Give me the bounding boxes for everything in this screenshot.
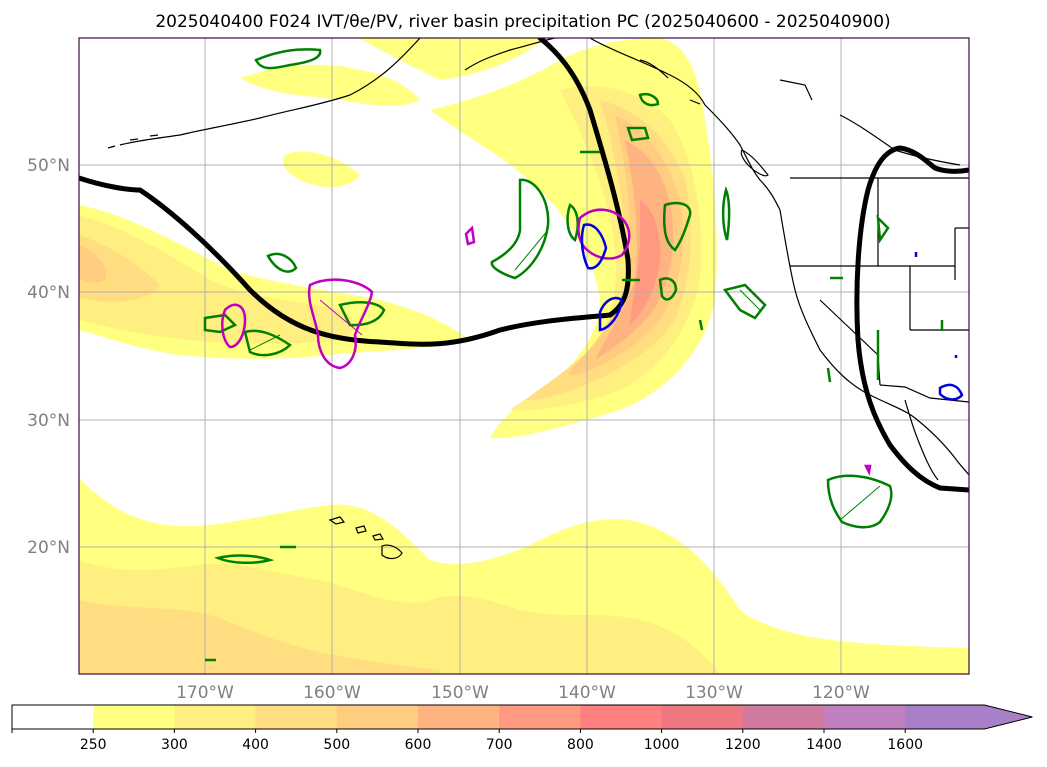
colorbar-segment [661,705,744,729]
colorbar-segment [255,705,338,729]
colorbar: 250 300 400 500 600 700 800 1000 1200 1400 1600 [11,704,1033,753]
colorbar-tick-label: 250 [80,737,107,753]
colorbar-tick-label: 1400 [806,737,842,753]
colorbar-tick-label: 600 [405,737,432,753]
colorbar-segment [174,705,257,729]
lat-label-20n: 20°N [27,538,70,558]
lon-label-120w: 120°W [812,683,870,703]
colorbar-tick-label: 700 [486,737,513,753]
lat-label-50n: 50°N [27,156,70,176]
colorbar-tick-label: 1200 [725,737,761,753]
map-title: 2025040400 F024 IVT/θe/PV, river basin p… [155,12,890,32]
lat-label-40n: 40°N [27,283,70,303]
colorbar-segment [499,705,581,729]
colorbar-segment [336,705,419,729]
colorbar-tick-label: 300 [161,737,188,753]
lon-label-140w: 140°W [558,683,616,703]
colorbar-segment [418,705,500,729]
lon-label-130w: 130°W [685,683,743,703]
pv-contours-magenta [221,208,872,476]
colorbar-tick-label: 400 [242,737,269,753]
colorbar-segment [12,705,94,729]
theta-e-contour [79,38,969,493]
map-frame [78,37,970,675]
pv-contours-green [203,48,944,662]
coastlines [107,38,969,560]
graticule [79,38,969,674]
map-panel [78,37,970,675]
lon-label-170w: 170°W [176,683,234,703]
longitude-labels: 170°W 160°W 150°W 140°W 130°W 120°W [176,683,870,703]
colorbar-extend-arrow [905,705,1033,729]
colorbar-segment [824,705,906,729]
colorbar-tick-label: 1600 [887,737,923,753]
pv-contours-blue [580,223,964,401]
lat-label-30n: 30°N [27,411,70,431]
colorbar-segment [580,705,663,729]
lon-label-160w: 160°W [303,683,361,703]
ivt-shading [79,38,969,674]
lon-label-150w: 150°W [431,683,489,703]
colorbar-segment [742,705,825,729]
latitude-labels: 50°N 40°N 30°N 20°N [27,156,70,558]
colorbar-tick-label: 1000 [644,737,680,753]
colorbar-tick-label: 500 [323,737,350,753]
colorbar-tick-label: 800 [567,737,594,753]
colorbar-segment [93,705,175,729]
